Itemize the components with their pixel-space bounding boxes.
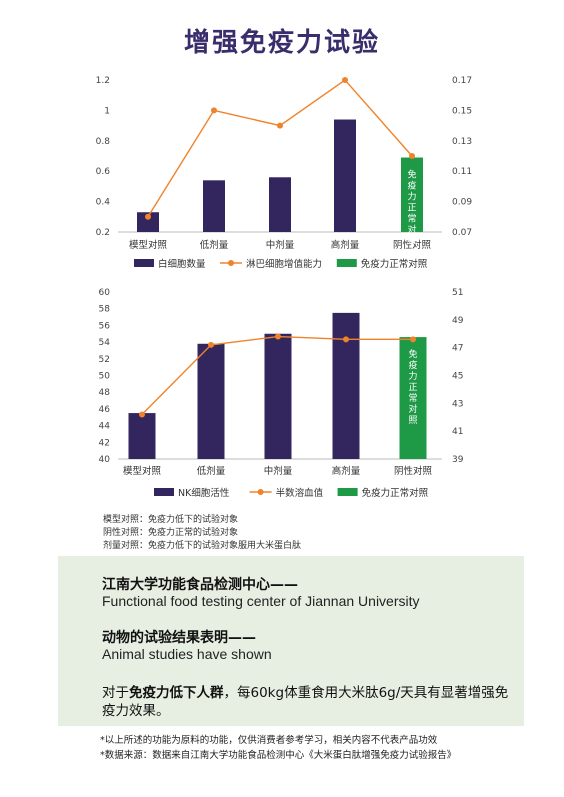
y-left-tick-label: 46: [99, 405, 111, 415]
line-point: [277, 122, 283, 129]
bar: [203, 180, 225, 232]
y-right-tick-label: 0.15: [452, 106, 472, 116]
testing-center-en: Functional food testing center of Jianna…: [102, 593, 420, 609]
legend-swatch: [154, 488, 174, 496]
y-left-tick-label: 48: [99, 388, 111, 398]
legend-label: 淋巴细胞增值能力: [246, 258, 322, 270]
result-statement: 对于免疫力低下人群，每60kg体重食用大米肽6g/天具有显著增强免疫力效果。: [102, 684, 512, 720]
category-label: 阴性对照: [394, 465, 433, 477]
studies-heading-en: Animal studies have shown: [102, 646, 272, 662]
line-point: [275, 333, 281, 340]
y-left-tick-label: 1: [104, 106, 110, 116]
line-point: [139, 411, 145, 418]
legend-swatch-marker: [257, 489, 264, 495]
result-prefix: 对于: [102, 685, 129, 701]
control-notes: 模型对照：免疫力低下的试验对象 阴性对照：免疫力正常的试验对象 剂量对照：免疫力…: [103, 514, 301, 553]
bar-inline-label: 免疫力正常对照: [407, 169, 416, 247]
y-left-tick-label: 0.8: [96, 137, 111, 147]
y-left-tick-label: 0.2: [96, 228, 110, 238]
y-left-tick-label: 42: [99, 438, 110, 448]
note-negative-control: 阴性对照：免疫力正常的试验对象: [103, 528, 239, 538]
bar: [128, 413, 156, 459]
y-left-tick-label: 50: [99, 372, 111, 382]
legend-label: 白细胞数量: [158, 258, 206, 270]
bar: [332, 312, 360, 459]
bar: [269, 177, 291, 232]
footnote-source: *数据来源：数据来自江南大学功能食品检测中心《大米蛋白肽增强免疫力试验报告》: [100, 750, 457, 761]
legend-label: 半数溶血值: [276, 487, 324, 499]
y-left-tick-label: 60: [99, 288, 111, 298]
category-label: 中剂量: [264, 465, 293, 477]
line-point: [208, 341, 214, 348]
chart-nk-cells-hemolysis: 40 42 44 46 48 50 52 54 56 58 60 39 41 43 45 47 49 51 模型对照…: [99, 288, 464, 499]
studies-heading-cn: 动物的试验结果表明——: [102, 630, 256, 646]
legend-label: NK细胞活性: [178, 487, 230, 499]
legend-label: 免疫力正常对照: [361, 258, 428, 270]
y-right-tick-label: 43: [452, 399, 463, 409]
legend-swatch-marker: [228, 260, 234, 266]
y-left-tick-label: 52: [99, 355, 110, 365]
bar: [197, 343, 225, 459]
category-label: 高剂量: [331, 239, 360, 251]
y-right-tick-label: 39: [452, 455, 464, 465]
y-left-tick-label: 0.4: [96, 198, 111, 208]
bar: [264, 333, 292, 459]
line-point: [343, 336, 349, 343]
y-right-tick-label: 0.11: [452, 167, 472, 177]
line-point: [409, 153, 415, 159]
bar: [399, 337, 427, 459]
note-dose-control: 剂量对照：免疫力低下的试验对象服用大米蛋白肽: [103, 541, 302, 551]
y-left-tick-label: 44: [99, 422, 111, 432]
category-label: 中剂量: [266, 239, 295, 251]
line-point: [410, 336, 416, 343]
line-point: [342, 77, 348, 83]
line-point: [211, 107, 217, 114]
footnotes: *以上所述的功能为原料的功能，仅供消费者参考学习，相关内容不代表产品功效 *数据…: [100, 733, 456, 763]
category-label: 高剂量: [332, 465, 361, 477]
y-left-tick-label: 58: [99, 305, 111, 315]
bar: [334, 119, 356, 232]
bar-inline-label: 免疫力正常对照: [408, 348, 417, 426]
note-model-control: 模型对照：免疫力低下的试验对象: [103, 515, 239, 525]
testing-center-cn: 江南大学功能食品检测中心——: [102, 577, 298, 593]
legend-swatch: [336, 259, 357, 267]
y-left-tick-label: 0.6: [96, 167, 111, 177]
y-left-tick-label: 56: [99, 321, 111, 331]
y-right-tick-label: 51: [452, 288, 463, 298]
legend-label: 免疫力正常对照: [362, 487, 429, 499]
category-label: 低剂量: [197, 465, 226, 477]
results-panel: 江南大学功能食品检测中心—— Functional food testing c…: [58, 556, 524, 726]
legend-swatch: [134, 259, 154, 267]
category-label: 模型对照: [129, 239, 168, 251]
y-right-tick-label: 0.17: [452, 76, 472, 86]
footnote-disclaimer: *以上所述的功能为原料的功能，仅供消费者参考学习，相关内容不代表产品功效: [100, 735, 438, 746]
page-title: 增强免疫力试验: [183, 28, 380, 58]
line-point: [145, 213, 151, 220]
category-label: 阴性对照: [393, 239, 432, 251]
y-right-tick-label: 49: [452, 316, 464, 326]
y-right-tick-label: 41: [452, 427, 463, 437]
legend-swatch: [337, 488, 358, 496]
y-left-tick-label: 1.2: [96, 76, 110, 86]
y-right-tick-label: 0.09: [452, 198, 472, 208]
y-right-tick-label: 47: [452, 344, 463, 354]
y-right-tick-label: 0.07: [452, 228, 472, 238]
category-label: 模型对照: [123, 465, 162, 477]
chart-white-cells-lymphocytes: 0.2 0.4 0.6 0.8 1 1.2 0.07 0.09 0.11 0.13 0.15 0.17…: [96, 76, 473, 270]
result-highlight: 免疫力低下人群: [129, 685, 224, 701]
y-left-tick-label: 54: [99, 338, 111, 348]
result-rest: ，每60kg体重食用大米肽6g/天具有显著增强免疫力效果。: [102, 685, 509, 719]
category-label: 低剂量: [200, 239, 229, 251]
y-left-tick-label: 40: [99, 455, 111, 465]
y-right-tick-label: 45: [452, 372, 463, 382]
bar: [137, 212, 159, 232]
bar: [401, 157, 423, 232]
y-right-tick-label: 0.13: [452, 137, 472, 147]
